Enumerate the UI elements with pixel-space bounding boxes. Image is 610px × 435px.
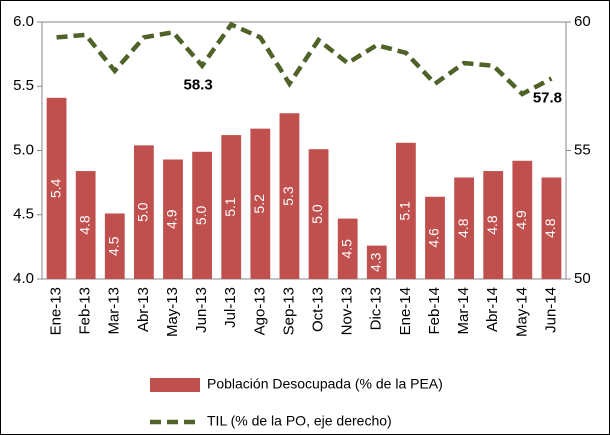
bar	[104, 213, 125, 279]
line-label: 57.8	[533, 90, 562, 107]
legend-label: Población Desocupada (% de la PEA)	[207, 376, 443, 392]
y2-tick-label: 55	[574, 141, 591, 158]
x-tick-label: Nov-13	[339, 287, 356, 335]
bar	[221, 135, 242, 279]
bar-label: 5.0	[193, 205, 209, 225]
y2-tick-label: 50	[574, 270, 591, 287]
bar	[483, 171, 504, 279]
bar	[512, 160, 533, 279]
line-label: 58.3	[184, 77, 213, 94]
bar-label: 5.1	[397, 201, 413, 221]
x-tick-label: Jul-13	[222, 287, 239, 328]
y-tick-label: 5.5	[13, 77, 34, 94]
bar	[541, 177, 562, 279]
y-tick-label: 4.5	[13, 206, 34, 223]
bar	[337, 218, 358, 279]
bar-label: 4.8	[76, 215, 92, 235]
bar-label: 4.8	[455, 218, 471, 238]
bar-label: 5.3	[280, 186, 296, 206]
x-tick-label: Ene-13	[48, 287, 65, 335]
x-tick-label: Abr-13	[135, 287, 152, 332]
x-tick-label: Feb-13	[77, 287, 94, 335]
bar-label: 5.0	[135, 202, 151, 222]
bar	[454, 177, 475, 279]
bar	[250, 128, 271, 279]
legend-label: TIL (% de la PO, eje derecho)	[207, 413, 392, 429]
y-tick-label: 4.0	[13, 270, 34, 287]
bar-label: 4.6	[426, 228, 442, 248]
bar	[308, 149, 329, 279]
x-tick-label: Jun-14	[542, 287, 559, 333]
x-tick-label: Feb-14	[426, 287, 443, 335]
y2-tick-label: 60	[574, 13, 591, 30]
bar-label: 4.3	[367, 252, 383, 272]
bar-label: 5.1	[222, 197, 238, 217]
bar	[192, 151, 213, 279]
bar-label: 4.8	[542, 218, 558, 238]
x-tick-label: Mar-14	[455, 287, 472, 335]
bar-label: 4.9	[513, 210, 529, 230]
x-tick-label: Ago-13	[251, 287, 268, 335]
x-tick-label: May-14	[513, 287, 530, 337]
bar-label: 5.0	[309, 204, 325, 224]
x-tick-label: Jun-13	[193, 287, 210, 333]
bar	[425, 196, 445, 279]
bar-label: 5.2	[251, 194, 267, 214]
bar	[46, 97, 67, 279]
bar-label: 4.8	[484, 215, 500, 235]
bar	[163, 159, 183, 279]
x-tick-label: Ene-14	[397, 287, 414, 335]
x-tick-label: Abr-14	[484, 287, 501, 332]
x-tick-label: Sep-13	[280, 287, 297, 335]
y-tick-label: 6.0	[13, 13, 34, 30]
y-tick-label: 5.0	[13, 141, 34, 158]
x-tick-label: Oct-13	[310, 287, 327, 332]
bar-label: 4.9	[164, 209, 180, 229]
bar	[395, 142, 416, 279]
bar	[279, 113, 300, 279]
x-tick-label: Dic-13	[368, 287, 385, 330]
bar	[75, 171, 96, 279]
bar-label: 4.5	[105, 236, 121, 256]
bar-label: 4.5	[338, 239, 354, 259]
x-tick-label: May-13	[164, 287, 181, 337]
bar	[366, 245, 387, 279]
x-tick-label: Mar-13	[106, 287, 123, 335]
bar	[133, 145, 154, 279]
bar-label: 5.4	[47, 178, 63, 198]
line	[56, 21, 553, 97]
legend-swatch	[150, 378, 200, 392]
